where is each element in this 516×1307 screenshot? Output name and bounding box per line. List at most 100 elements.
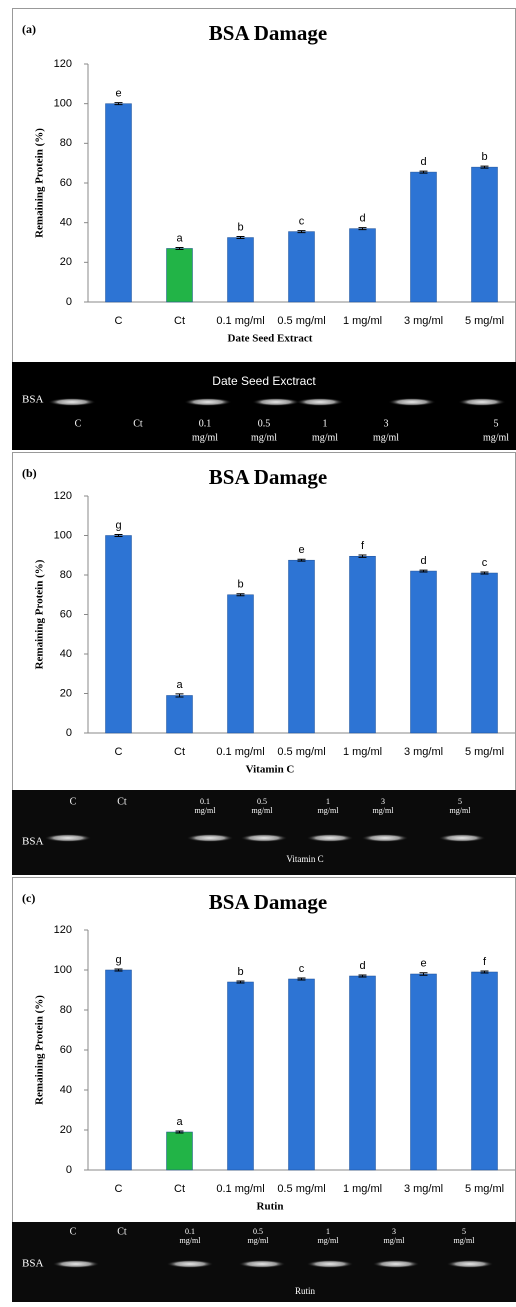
gel-band [166, 1260, 214, 1268]
gel-image: BSARutinCCt0.1mg/ml0.5mg/ml1mg/ml3mg/ml5… [12, 1222, 516, 1302]
gel-band [296, 398, 344, 406]
bar [411, 571, 437, 733]
x-axis-label: Rutin [257, 1201, 284, 1213]
panel-label: (a) [22, 22, 36, 36]
gel-lane-label: mg/ml [454, 1236, 476, 1245]
gel-caption: Date Seed Exctract [212, 374, 316, 388]
bar [167, 248, 193, 302]
x-tick-label: 0.5 mg/ml [277, 315, 325, 327]
bar [167, 695, 193, 733]
y-tick-label: 40 [60, 648, 72, 660]
bar [411, 974, 437, 1170]
gel-lane-label: mg/ml [373, 806, 395, 815]
x-tick-label: 5 mg/ml [465, 746, 504, 758]
bar [106, 104, 132, 302]
y-tick-label: 40 [60, 217, 72, 229]
gel-band [306, 834, 354, 842]
y-tick-label: 100 [54, 964, 72, 976]
x-tick-label: Ct [174, 1183, 185, 1195]
gel-lane-label: mg/ml [180, 1236, 202, 1245]
x-tick-label: 0.5 mg/ml [277, 746, 325, 758]
y-tick-label: 80 [60, 1004, 72, 1016]
y-tick-label: 100 [54, 529, 72, 541]
gel-lane-label: mg/ml [318, 1236, 340, 1245]
significance-letter: g [115, 519, 121, 531]
bar [289, 560, 315, 733]
bar [411, 172, 437, 302]
gel-lane-label: mg/ml [251, 432, 277, 443]
significance-letter: a [176, 1116, 183, 1128]
bar [228, 238, 254, 302]
y-axis-label: Remaining Protein (%) [34, 995, 46, 1105]
gel-lane-label: C [70, 1226, 77, 1237]
chart-title: BSA Damage [209, 465, 327, 489]
bar [472, 972, 498, 1170]
gel-lane-label: mg/ml [252, 806, 274, 815]
gel-lane-label: 5 [458, 797, 462, 806]
gel-lane-label: 1 [326, 1227, 330, 1236]
gel-lane-label: 3 [384, 418, 389, 429]
x-tick-label: Ct [174, 315, 185, 327]
x-tick-label: 0.1 mg/ml [216, 1183, 264, 1195]
y-tick-label: 60 [60, 608, 72, 620]
y-tick-label: 100 [54, 98, 72, 110]
y-tick-label: 0 [66, 1164, 72, 1176]
gel-lane-label: C [70, 796, 77, 807]
bar [472, 167, 498, 302]
gel-lane-label: 0.1 [199, 418, 212, 429]
y-tick-label: 20 [60, 1124, 72, 1136]
gel-lane-label: 0.5 [257, 797, 267, 806]
chart-title: BSA Damage [209, 21, 327, 45]
significance-letter: a [176, 679, 183, 691]
gel-marker: BSA [22, 1258, 43, 1270]
significance-letter: b [237, 579, 243, 591]
significance-letter: g [115, 954, 121, 966]
significance-letter: c [482, 557, 488, 569]
y-axis-label: Remaining Protein (%) [34, 559, 46, 669]
gel-band [306, 1260, 354, 1268]
y-tick-label: 20 [60, 256, 72, 268]
gel-lane-label: mg/ml [192, 432, 218, 443]
significance-letter: d [359, 213, 365, 225]
gel-band [240, 834, 288, 842]
gel-band [52, 1260, 100, 1268]
gel-band [458, 398, 506, 406]
gel-band [48, 398, 96, 406]
x-tick-label: 5 mg/ml [465, 315, 504, 327]
panel-label: (b) [22, 466, 37, 480]
bar [472, 573, 498, 733]
bar [106, 970, 132, 1170]
significance-letter: c [299, 963, 305, 975]
significance-letter: a [176, 232, 183, 244]
gel-lane-label: Ct [133, 418, 143, 429]
x-axis-label: Date Seed Extract [228, 333, 313, 345]
gel-band [252, 398, 300, 406]
gel-band [446, 1260, 494, 1268]
gel-lane-label: mg/ml [483, 432, 509, 443]
bar [228, 595, 254, 733]
bar [106, 536, 132, 734]
significance-letter: e [298, 544, 304, 556]
gel-lane-label: Ct [117, 1226, 127, 1237]
gel-lane-label: 3 [392, 1227, 396, 1236]
gel-lane-label: C [75, 418, 82, 429]
gel-lane-label: mg/ml [318, 806, 340, 815]
gel-lane-label: mg/ml [312, 432, 338, 443]
x-axis-label: Vitamin C [246, 764, 295, 776]
bar [350, 229, 376, 302]
gel-lane-label: mg/ml [195, 806, 217, 815]
x-tick-label: C [115, 315, 123, 327]
x-tick-label: C [115, 746, 123, 758]
x-tick-label: Ct [174, 746, 185, 758]
bar [289, 979, 315, 1170]
bar [350, 976, 376, 1170]
gel-band [184, 398, 232, 406]
panel-label: (c) [22, 891, 35, 905]
significance-letter: b [481, 151, 487, 163]
gel-lane-label: mg/ml [450, 806, 472, 815]
y-tick-label: 120 [54, 58, 72, 70]
y-tick-label: 120 [54, 924, 72, 936]
gel-lane-label: 1 [326, 797, 330, 806]
